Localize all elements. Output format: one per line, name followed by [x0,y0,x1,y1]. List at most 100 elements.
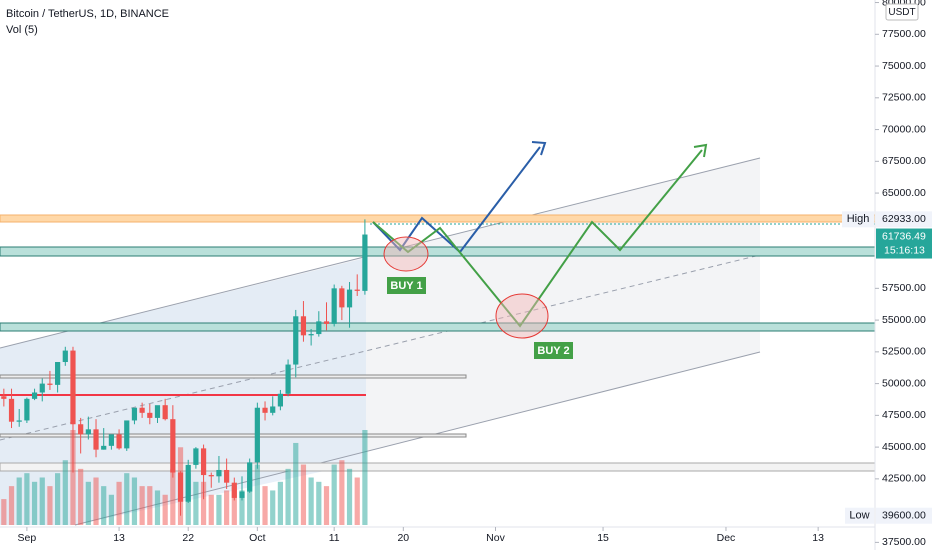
candle-body [277,393,283,407]
y-tick-label: 67500.00 [882,155,926,167]
channel-mid [0,254,761,441]
zone [0,322,876,332]
low-name: Low [849,510,869,522]
volume-bar [1,499,7,525]
candle-body [362,234,368,291]
volume-bar [55,473,61,525]
y-tick-label: 55000.00 [882,314,926,326]
candle-body [185,464,191,502]
candle-body [39,383,45,393]
currency-box [885,3,919,21]
volume-bar [154,490,161,525]
volume-bar [300,464,307,525]
volume-bar [162,494,168,525]
candle-body [300,316,307,336]
buy-zone [383,236,429,272]
volume-bar [85,481,91,525]
volume-bar [323,486,330,525]
volume-bar [231,486,237,525]
y-tick-label: 75000.00 [882,60,926,72]
high-value: 62933.00 [882,213,926,225]
candle-body [339,288,345,308]
candle-body [216,469,222,477]
volume-bar [131,477,138,525]
candle-body [101,445,107,450]
annotation: BUY 1 [390,280,422,292]
x-tick-label: Dec [717,532,736,544]
zone [0,246,876,257]
volume-bar [362,430,368,525]
volume-bar [116,481,122,525]
candle-body [8,398,15,422]
candle-body [147,412,153,418]
arrow-head [693,143,708,158]
y-tick-label: 57500.00 [882,282,926,294]
x-tick-label: Nov [486,532,505,544]
volume-bar [239,490,245,525]
projections: BUY 1 BUY 2 [372,141,708,359]
candle-body [193,448,199,465]
candle-body [170,419,176,473]
candle-body [55,362,61,385]
candle-body [139,407,145,413]
candle-body [85,429,91,435]
candle-body [254,407,260,463]
volume-bar [78,468,84,525]
arrow-head [531,141,547,156]
candle-body [47,383,53,385]
candle-body [224,469,230,483]
volume-title: Vol (5) [6,24,38,36]
x-tick-label: Oct [249,532,265,544]
overlay-labels: Bitcoin / TetherUS, 1D, BINANCE Vol (5) … [6,3,932,524]
y-tick-label: 45000.00 [882,441,926,453]
countdown: 15:16:13 [884,244,925,256]
candle-body [24,398,30,421]
volume-bar [254,464,260,525]
candle-body [316,321,322,335]
volume-bar [216,494,222,525]
volume-bar [124,473,130,525]
low-value-box [876,507,932,524]
volume-bar [108,494,114,525]
candle-body [323,321,330,324]
x-tick-label: 13 [812,532,824,544]
y-tick-label: 65000.00 [882,187,926,199]
candle-body [346,289,353,308]
volume-bar [101,486,107,525]
price-box [876,228,932,259]
x-tick-label: 20 [397,532,409,544]
volume-bar [308,477,314,525]
volume-bar [170,468,176,525]
currency: USDT [888,7,915,18]
y-tick-label: 50000.00 [882,377,926,389]
candle-body [247,462,253,492]
candle-body [231,482,237,498]
volume-bar [47,486,53,525]
zone [0,433,467,438]
x-tick-label: 15 [597,532,609,544]
y-tick-label: 72500.00 [882,92,926,104]
candle-body [78,424,84,435]
candle-body [262,407,268,413]
low-name-box [845,507,874,524]
volume-bar [247,477,253,525]
candle-body [285,364,291,394]
marks [1,219,368,525]
volume-bar [262,486,268,525]
volume-bar [354,477,360,525]
volume-bar [346,468,353,525]
price-value: 61736.49 [882,230,926,242]
volume-bar [293,442,299,525]
volume-bar [285,468,291,525]
candle-body [239,491,245,498]
volume-bar [16,477,22,525]
candle-body [124,420,130,449]
volume-bar [270,490,276,525]
candle-body [293,316,299,365]
zone [0,462,876,472]
candle-body [200,448,207,476]
candle-body [354,289,360,291]
volume-bar [331,464,337,525]
candle-body [308,334,314,336]
